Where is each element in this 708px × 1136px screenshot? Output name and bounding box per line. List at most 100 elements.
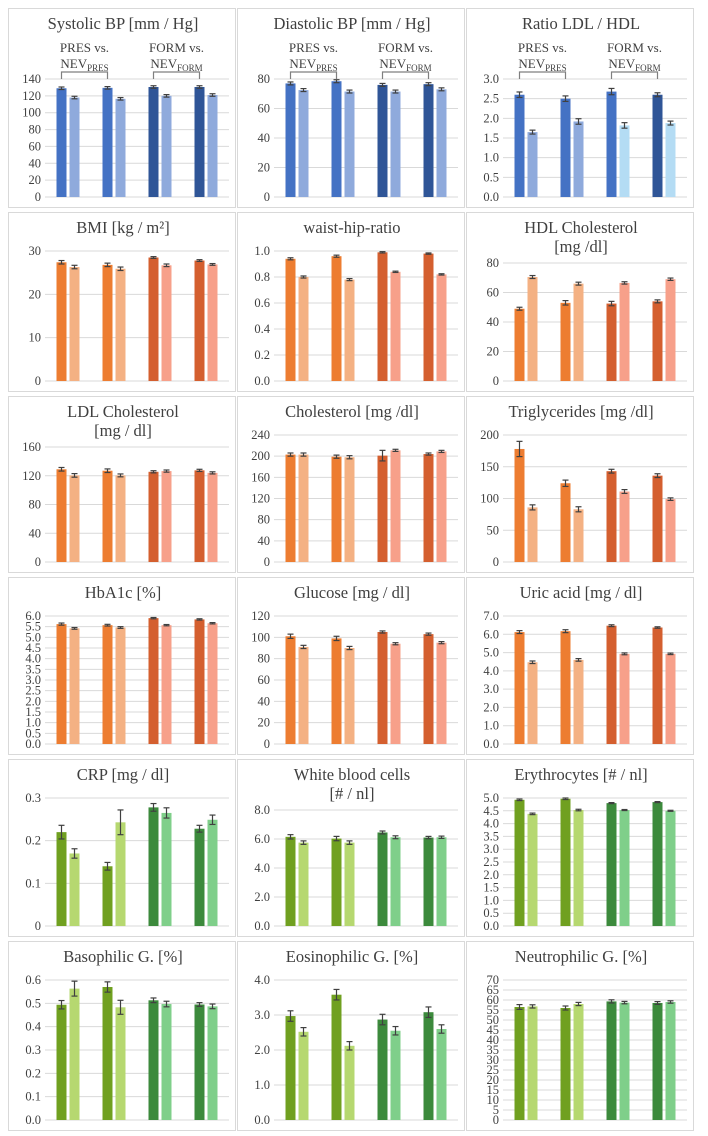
bar [331,81,342,197]
comparison-sub-b: FORM [177,63,203,73]
chart-title: Eosinophilic G. [%] [286,947,418,966]
bar [161,812,172,926]
y-tick-label: 40 [487,315,500,329]
bar [69,475,80,562]
bar [436,837,447,926]
y-tick-label: 1.0 [483,151,499,165]
bar [148,257,159,381]
y-tick-label: 0.0 [254,1113,270,1127]
bar [115,268,126,381]
bar [285,1016,296,1120]
bar [390,1030,401,1120]
comparison-sub-b: PRES [316,63,338,73]
chart-title: White blood cells [294,765,410,784]
y-tick-label: 120 [22,89,41,103]
bar [102,866,113,926]
comparison-label: FORM vs. [149,40,204,55]
y-tick-label: 2.0 [254,890,270,904]
y-tick-label: 20 [29,173,42,187]
y-tick-label: 2.5 [25,684,41,698]
bar [285,636,296,744]
y-tick-label: 40 [258,694,271,708]
y-tick-label: 0.5 [483,906,499,920]
bar [377,455,388,562]
y-tick-label: 5 [493,1103,499,1117]
y-tick-label: 70 [487,973,500,987]
bar [298,646,309,744]
bar [619,653,630,744]
y-tick-label: 150 [480,460,499,474]
comparison-label: PRES vs. [518,40,567,55]
y-tick-label: 0 [493,374,499,388]
chart-panel: HDL Cholesterol [mg /dl] 0 20 40 60 80 [466,212,694,392]
bar [194,619,205,744]
bar [148,1000,159,1120]
y-tick-label: 60 [29,139,42,153]
y-tick-label: 0.1 [25,876,41,890]
bar [560,1008,571,1120]
bar [194,470,205,562]
bar [423,634,434,744]
chart-panel: CRP [mg / dl] 0 0.1 0.2 0.3 [8,759,236,937]
y-tick-label: 0.4 [25,1020,41,1034]
chart-panel: Triglycerides [mg /dl] 0 50 100 150 200 [466,396,694,573]
y-tick-label: 0.0 [483,919,499,933]
bar [390,837,401,926]
y-tick-label: 0 [264,190,270,204]
y-tick-label: 5.0 [483,791,499,805]
y-tick-label: 7.0 [483,609,499,623]
bar [344,648,355,744]
y-tick-label: 240 [251,428,270,442]
y-tick-label: 20 [258,716,271,730]
y-tick-label: 100 [251,630,270,644]
bar [573,509,584,562]
bar [514,1007,525,1120]
comparison-bracket [289,71,338,79]
bar [298,277,309,381]
bar [344,457,355,562]
bar [606,625,617,744]
y-tick-label: 40 [29,156,42,170]
bar [514,94,525,197]
bar [344,1045,355,1120]
y-tick-label: 0.5 [483,170,499,184]
chart-panel: waist-hip-ratio 0.0 0.2 0.4 0.6 0.8 1.0 [237,212,465,392]
y-tick-label: 60 [258,673,271,687]
chart-title: Basophilic G. [%] [63,947,183,966]
bar [56,469,67,562]
y-tick-label: 0.4 [254,322,270,336]
chart-title: Cholesterol [mg /dl] [285,402,419,421]
comparison-sublabel: NEVPRES [289,56,337,73]
y-tick-label: 120 [22,469,41,483]
y-tick-label: 0.2 [25,1066,41,1080]
y-tick-label: 6.0 [483,627,499,641]
y-tick-label: 3.0 [254,1008,270,1022]
y-tick-label: 30 [487,1053,500,1067]
chart-svg: BMI [kg / m²] 0 10 20 30 [29,218,229,388]
y-tick-label: 5.0 [483,646,499,660]
bar [665,123,676,197]
bar [161,95,172,197]
comparison-sublabel: NEVFORM [608,56,660,73]
y-tick-label: 0 [493,555,499,569]
y-tick-label: 40 [258,534,271,548]
y-tick-label: 40 [258,131,271,145]
comparison-bracket [60,71,109,79]
y-tick-label: 6.0 [254,832,270,846]
bar [148,618,159,744]
bar [69,97,80,197]
y-tick-label: 0 [264,737,270,751]
bar [69,853,80,926]
bar [423,84,434,197]
bar [527,813,538,926]
y-tick-label: 0.0 [25,737,41,751]
y-tick-label: 0 [35,374,41,388]
bar [285,258,296,381]
y-tick-label: 80 [258,513,271,527]
y-tick-label: 0.0 [25,1113,41,1127]
bar [436,274,447,381]
y-tick-label: 0.0 [254,919,270,933]
bar [377,252,388,381]
